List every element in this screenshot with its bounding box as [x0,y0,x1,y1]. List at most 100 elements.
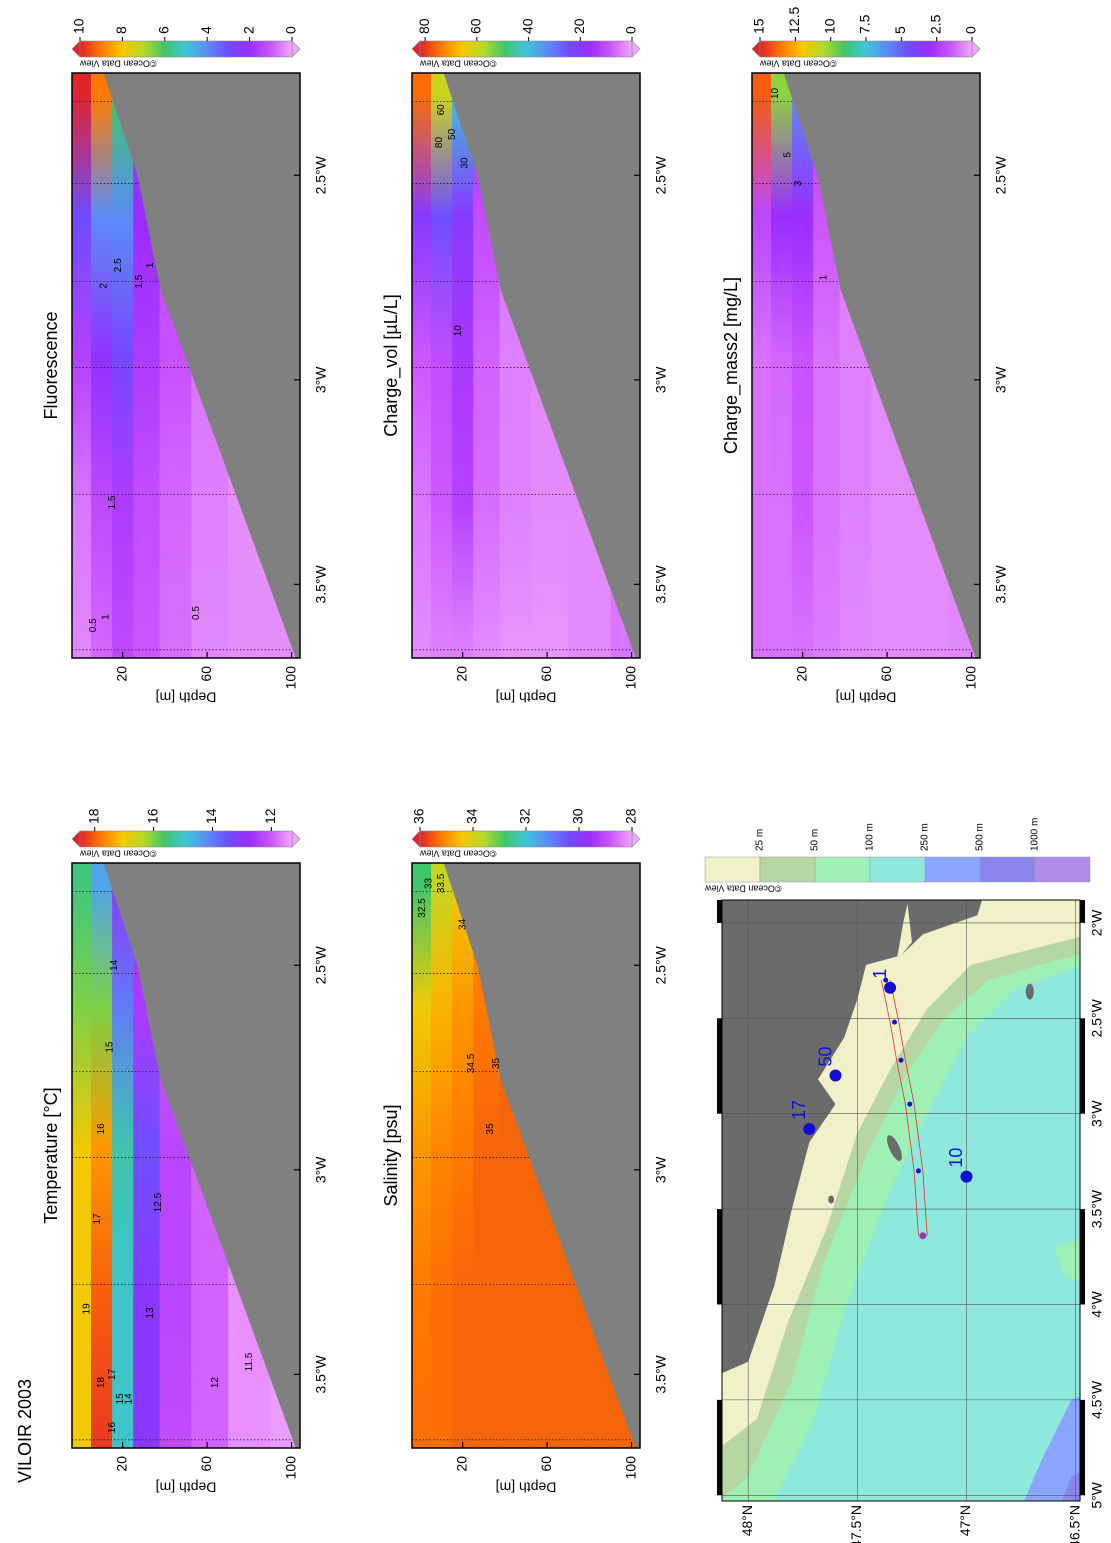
y-tick-label: 100 [622,1456,638,1480]
panel-title: Charge_vol [µL/L] [381,294,402,436]
plot-frame [71,862,301,1449]
x-tick-label: 2.5°W [993,155,1009,194]
legend-swatch [704,856,761,883]
credit: ©Ocean Data View [80,59,157,69]
plot-frame [71,72,301,659]
x-tick-label: 3.5°W [653,564,669,603]
map-border [1080,1399,1085,1496]
field-row [112,73,134,658]
credit: ©Ocean Data View [420,849,497,859]
colorbar-tick-label: 5 [892,26,908,34]
plot-area: 35 34.5 35 34 33.533 32.5 [412,863,640,1448]
colorbar-tick-label: 4 [198,26,214,34]
field-row [771,73,793,658]
plot-area: 1 3 5 10 [752,73,980,658]
station-label: 10 [946,1148,966,1168]
x-tick-label: 2.5°W [1089,998,1105,1037]
contour-label: 16 [96,1123,107,1135]
plot-frame [411,72,641,659]
x-tick-label: 5°W [1089,1481,1105,1508]
y-tick-label: 47°N [957,1505,973,1536]
field-row [91,863,113,1448]
contour-label: 1.5 [134,274,145,288]
colorbar-tick-label: 18 [85,808,101,824]
colorbar-arrow [411,40,421,58]
seabed [783,73,980,658]
colorbar-tick-label: 32 [517,808,533,824]
x-tick-label: 3°W [313,1156,329,1183]
contour-label: 1 [145,262,156,268]
colorbar-arrow [631,830,641,848]
legend-label: 100 m [865,823,876,851]
y-tick-label: 46.5°N [1066,1505,1082,1543]
colorbar-tick-label: 28 [623,808,639,824]
contour-label: 18 [96,1377,107,1389]
y-tick-label: 20 [453,1456,469,1472]
x-tick-label: 3°W [313,366,329,393]
colorbar-tick-label: 15 [751,18,767,34]
colorbar-tick-label: 10 [71,18,87,34]
contour-label: 11.5 [244,1352,255,1371]
contour-label: 16 [107,1422,118,1434]
contour-label: 3 [793,180,804,186]
map-frame [721,899,1081,1502]
field-row [792,73,814,658]
colorbar-tick-label: 2 [240,26,256,34]
contour-label: 0.5 [191,606,202,620]
field-row [412,73,432,658]
seabed [103,73,300,658]
track-point [891,1019,897,1025]
y-tick-label: 60 [198,1456,214,1472]
station [803,1122,816,1135]
contour-label: 13 [145,1307,156,1319]
x-tick-label: 2°W [1089,909,1105,936]
contour-label: 12 [210,1377,221,1389]
contour-label: 1.5 [107,495,118,509]
credit: ©Ocean Data View [80,849,157,859]
legend-swatch [869,856,926,883]
y-tick-label: 20 [113,666,129,682]
legend-label: 250 m [920,823,931,851]
field-row [431,73,453,658]
contour-label: 10 [770,87,781,99]
land [722,900,993,1391]
track-band [889,980,928,1236]
seabed [443,863,640,1448]
y-tick-label: 60 [198,666,214,682]
contour-label: 19 [81,1303,92,1315]
y-tick-label: 60 [878,666,894,682]
station-label: 50 [815,1046,835,1066]
station-label: 17 [789,1100,809,1120]
colorbar-arrow [291,40,301,58]
field-row [91,73,113,658]
panel-title: Temperature [°C] [41,1087,61,1223]
y-tick-label: 100 [622,666,638,690]
field-row [72,73,92,658]
x-tick-label: 3.5°W [1089,1189,1105,1228]
x-tick-label: 4°W [1089,1290,1105,1317]
colorbar-tick-label: 80 [416,18,432,34]
track-point [883,977,889,983]
sea-100m-patch [1053,1228,1080,1295]
contour-label: 34.5 [466,1053,477,1073]
colorbar-arrow [71,830,81,848]
x-tick-label: 3.5°W [993,564,1009,603]
colorbar-tick-label: 0 [623,26,639,34]
island [828,1195,835,1204]
colorbar-arrow [71,40,81,58]
y-tick-label: 20 [453,666,469,682]
colorbar [419,830,633,848]
y-axis-label: Depth [m] [156,689,217,705]
station [960,1170,973,1183]
panel-title: Charge_mass2 [mg/L] [721,277,742,454]
figure-content: VILOIR 2003 1918171615141312.51211.51716… [15,7,1105,1543]
island [1025,983,1034,1000]
map-border [717,900,722,923]
x-tick-label: 4.5°W [1089,1380,1105,1419]
field-row [452,863,474,1448]
colorbar-tick-label: 2.5 [927,14,943,34]
credit: ©Ocean Data View [705,884,782,894]
